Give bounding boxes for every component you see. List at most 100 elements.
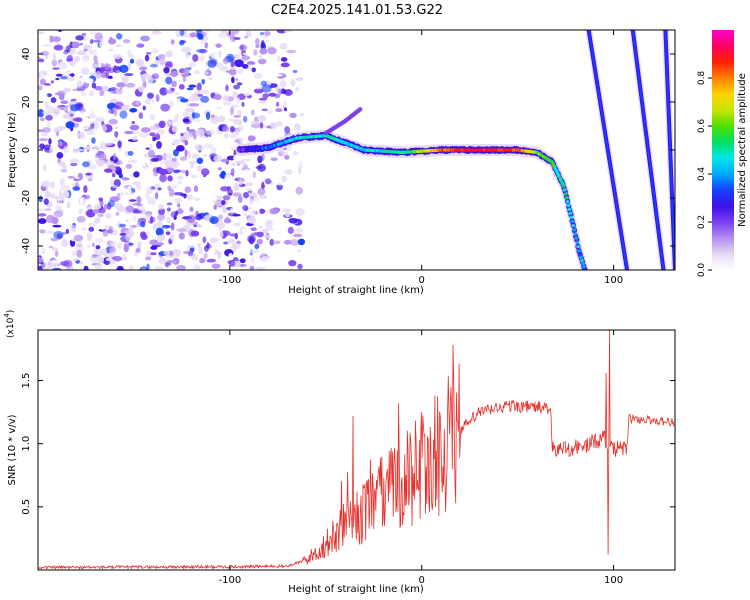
noise-speckle — [233, 183, 240, 192]
noise-speckle — [119, 30, 127, 35]
noise-speckle — [200, 182, 207, 186]
noise-speckle — [196, 173, 204, 182]
noise-speckle — [98, 251, 106, 256]
noise-speckle — [83, 265, 89, 270]
noise-speckle — [239, 258, 246, 264]
noise-speckle — [113, 107, 118, 117]
noise-speckle — [149, 216, 154, 224]
noise-speckle — [134, 230, 139, 234]
noise-speckle — [182, 111, 192, 119]
noise-speckle — [53, 127, 59, 133]
noise-speckle — [155, 133, 161, 141]
noise-speckle — [196, 138, 206, 142]
noise-speckle — [179, 40, 185, 46]
noise-speckle — [259, 48, 268, 55]
noise-speckle — [275, 108, 283, 113]
noise-speckle — [236, 109, 242, 116]
x-tick-label: 100 — [604, 275, 623, 286]
noise-speckle — [238, 124, 244, 131]
noise-speckle — [70, 162, 78, 167]
noise-speckle — [266, 109, 274, 115]
noise-speckle — [256, 231, 264, 238]
noise-speckle — [51, 247, 59, 251]
noise-speckle — [228, 118, 237, 122]
noise-speckle — [209, 216, 219, 225]
noise-speckle — [203, 142, 213, 149]
noise-speckle — [85, 173, 92, 176]
noise-speckle — [93, 55, 98, 63]
noise-speckle — [226, 39, 231, 46]
noise-speckle — [81, 240, 91, 244]
noise-speckle — [115, 126, 119, 130]
noise-speckle — [65, 121, 75, 129]
noise-speckle — [109, 179, 115, 187]
noise-speckle — [66, 200, 71, 209]
noise-speckle — [124, 130, 134, 135]
svg-text:(x104): (x104) — [3, 310, 16, 338]
noise-speckle — [177, 181, 183, 185]
noise-speckle — [292, 151, 299, 156]
noise-speckle — [229, 233, 238, 237]
noise-speckle — [38, 31, 45, 35]
noise-speckle — [230, 168, 235, 176]
noise-speckle — [151, 73, 160, 80]
noise-speckle — [150, 245, 158, 250]
y-tick-label: 1.0 — [21, 436, 32, 452]
noise-speckle — [222, 57, 229, 65]
noise-speckle — [230, 89, 239, 93]
noise-speckle — [87, 222, 97, 228]
noise-speckle — [45, 214, 56, 224]
noise-speckle — [146, 263, 150, 270]
noise-speckle — [201, 78, 205, 85]
noise-speckle — [58, 225, 66, 232]
signal-core — [565, 200, 570, 204]
noise-speckle — [98, 197, 104, 202]
noise-speckle — [121, 177, 130, 181]
noise-speckle — [79, 261, 84, 265]
noise-speckle — [195, 128, 205, 137]
noise-speckle — [44, 208, 52, 211]
noise-speckle — [243, 213, 248, 217]
noise-speckle — [124, 229, 133, 237]
noise-speckle — [91, 39, 102, 43]
noise-speckle — [179, 136, 184, 142]
noise-speckle — [216, 222, 226, 229]
colorbar-label: Normalized spectral amplitude — [737, 73, 748, 227]
noise-speckle — [138, 132, 149, 138]
noise-speckle — [119, 110, 128, 119]
noise-speckle — [86, 129, 96, 136]
noise-speckle — [248, 198, 254, 205]
y-tick-label: 0.5 — [21, 499, 32, 515]
noise-speckle — [270, 122, 276, 128]
noise-speckle — [200, 95, 210, 103]
noise-speckle — [79, 198, 84, 205]
noise-speckle — [165, 76, 173, 85]
noise-speckle — [191, 153, 200, 160]
noise-speckle — [128, 242, 134, 246]
noise-speckle — [56, 198, 63, 206]
noise-speckle — [251, 109, 255, 116]
noise-speckle — [135, 58, 144, 67]
noise-speckle — [261, 84, 272, 93]
noise-speckle — [198, 246, 204, 255]
noise-speckle — [261, 184, 266, 189]
noise-speckle — [296, 249, 302, 253]
noise-speckle — [193, 264, 201, 270]
noise-speckle — [233, 154, 243, 162]
noise-speckle — [281, 175, 287, 183]
noise-speckle — [267, 47, 277, 55]
signal-core — [578, 252, 582, 256]
noise-speckle — [82, 44, 92, 50]
noise-speckle — [168, 100, 174, 109]
noise-speckle — [149, 239, 159, 246]
noise-speckle — [283, 239, 292, 245]
noise-speckle — [81, 91, 86, 97]
noise-speckle — [222, 195, 231, 201]
noise-speckle — [70, 98, 77, 102]
noise-speckle — [157, 187, 162, 191]
noise-speckle — [197, 93, 204, 97]
noise-speckle — [177, 198, 181, 206]
noise-speckle — [219, 66, 229, 72]
noise-speckle — [63, 190, 70, 198]
noise-speckle — [266, 42, 276, 46]
